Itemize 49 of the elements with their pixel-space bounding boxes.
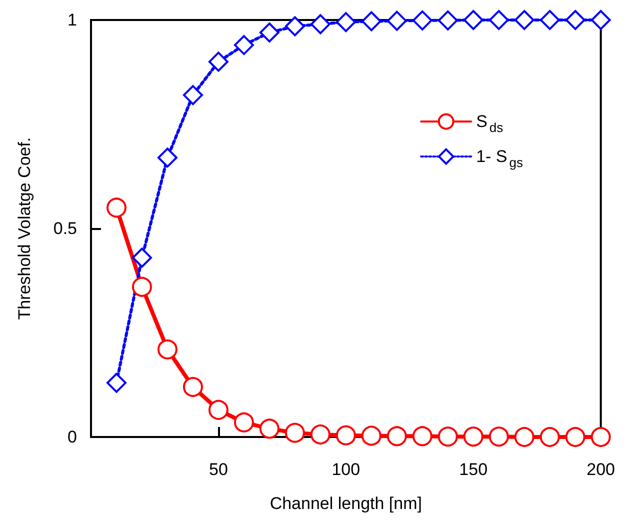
point — [208, 52, 228, 72]
point — [488, 426, 509, 447]
point — [386, 426, 407, 446]
point — [310, 424, 330, 444]
point — [514, 427, 534, 447]
point — [106, 372, 126, 393]
point — [438, 426, 458, 447]
point — [259, 22, 280, 43]
x-tick-label: 150 — [459, 460, 488, 479]
x-tick-label: 100 — [332, 460, 360, 479]
point — [463, 10, 484, 30]
point — [106, 198, 126, 218]
point — [157, 339, 178, 360]
point — [361, 11, 382, 32]
x-tick-label: 50 — [208, 460, 228, 479]
point — [284, 16, 305, 36]
point — [488, 10, 509, 30]
point — [234, 412, 254, 432]
point — [132, 248, 152, 268]
point — [386, 10, 407, 31]
point — [182, 376, 203, 397]
point — [590, 10, 611, 30]
point — [540, 10, 560, 30]
point — [132, 276, 152, 297]
point — [259, 418, 280, 439]
point — [590, 427, 611, 447]
x-tick-label: 200 — [586, 460, 616, 479]
y-tick-label: 0 — [68, 428, 77, 446]
point — [565, 10, 586, 30]
point — [310, 14, 330, 34]
y-axis-title: Threshold Volatge Coef. — [15, 137, 34, 320]
point — [438, 10, 458, 30]
point — [412, 10, 432, 30]
point — [284, 422, 305, 443]
point — [336, 12, 356, 32]
point — [208, 400, 228, 420]
point — [361, 426, 382, 446]
point — [157, 148, 178, 168]
point — [463, 426, 484, 447]
point — [565, 427, 586, 447]
x-axis-title: Channel length [nm] — [270, 494, 422, 513]
point — [336, 425, 356, 446]
point — [182, 85, 203, 106]
point — [514, 10, 534, 30]
point — [540, 427, 560, 447]
point — [234, 35, 254, 56]
y-tick-label: 0.5 — [53, 219, 77, 238]
point — [412, 426, 432, 446]
y-tick-label: 1 — [68, 10, 77, 30]
